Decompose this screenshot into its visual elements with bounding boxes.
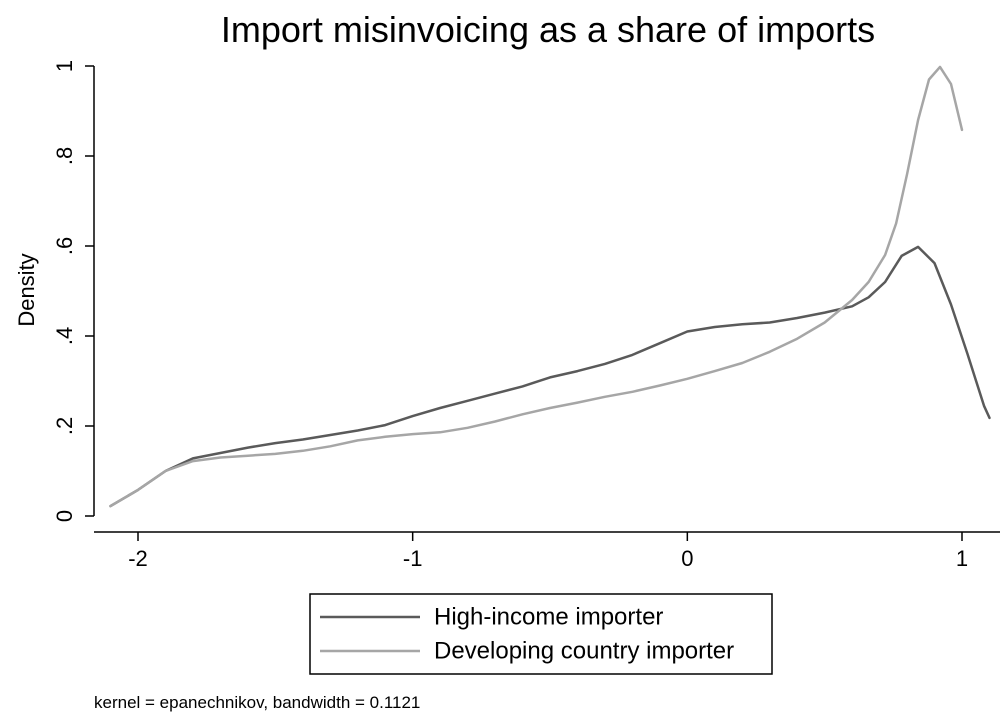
x-axis: -2 -1 0 1 bbox=[94, 531, 1000, 571]
legend-label-high-income: High-income importer bbox=[434, 603, 663, 630]
chart-note: kernel = epanechnikov, bandwidth = 0.112… bbox=[94, 693, 420, 712]
y-tick-label: 0 bbox=[52, 510, 77, 522]
y-tick-label: 1 bbox=[52, 60, 77, 72]
x-tick-label: 0 bbox=[681, 546, 693, 571]
x-tick-label: -2 bbox=[128, 546, 148, 571]
y-axis-label: Density bbox=[14, 253, 39, 326]
series-lines bbox=[109, 65, 991, 508]
y-axis: 0 .2 .4 .6 .8 1 bbox=[52, 60, 95, 522]
legend-box bbox=[309, 593, 773, 675]
y-tick-label: .6 bbox=[52, 237, 77, 255]
y-tick-label: .8 bbox=[52, 147, 77, 165]
series-line-high-income bbox=[109, 245, 991, 508]
chart-title: Import misinvoicing as a share of import… bbox=[221, 9, 875, 50]
y-tick-label: .4 bbox=[52, 327, 77, 345]
legend: High-income importer Developing country … bbox=[309, 593, 773, 675]
legend-label-developing: Developing country importer bbox=[434, 637, 734, 664]
x-tick-label: -1 bbox=[403, 546, 423, 571]
series-line-developing bbox=[109, 65, 964, 508]
y-tick-label: .2 bbox=[52, 417, 77, 435]
x-tick-label: 1 bbox=[956, 546, 968, 571]
